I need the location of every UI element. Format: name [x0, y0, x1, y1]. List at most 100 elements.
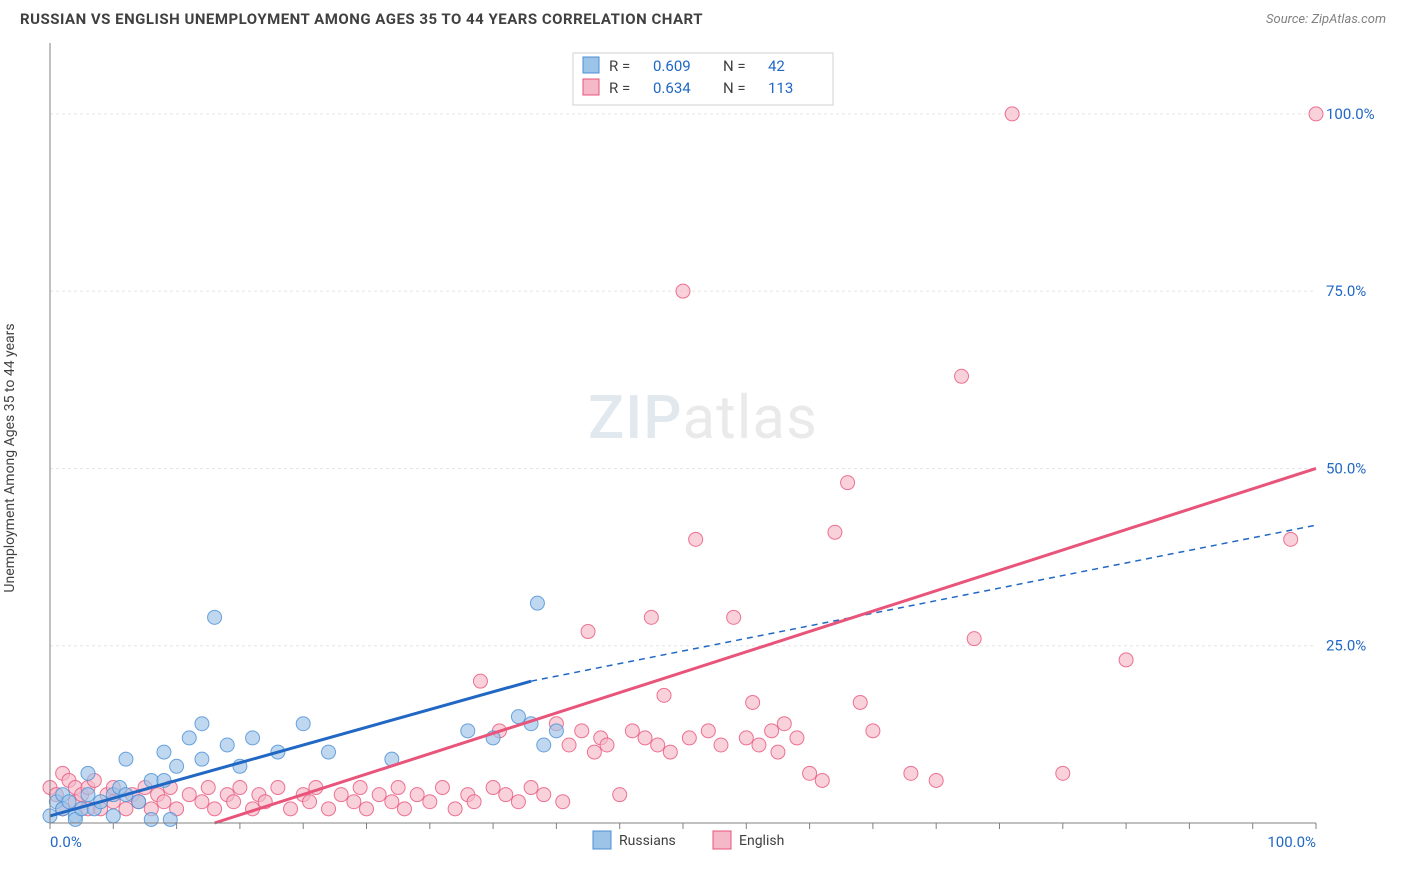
data-point	[467, 795, 481, 809]
data-point	[904, 766, 918, 780]
data-point	[853, 695, 867, 709]
y-tick-label: 100.0%	[1326, 105, 1375, 123]
data-point	[385, 795, 399, 809]
data-point	[119, 802, 133, 816]
data-point	[765, 724, 779, 738]
data-point	[322, 745, 336, 759]
data-point	[271, 781, 285, 795]
data-point	[511, 795, 525, 809]
data-point	[360, 802, 374, 816]
data-point	[208, 610, 222, 624]
data-point	[486, 781, 500, 795]
data-point	[689, 532, 703, 546]
data-point	[448, 802, 462, 816]
data-point	[220, 738, 234, 752]
data-point	[524, 781, 538, 795]
data-point	[195, 717, 209, 731]
data-point	[410, 788, 424, 802]
data-point	[929, 773, 943, 787]
data-point	[1005, 107, 1019, 121]
bottom-legend-label: Russians	[619, 833, 676, 849]
legend-n-label: N =	[723, 79, 746, 97]
data-point	[575, 724, 589, 738]
legend-r-label: R =	[609, 79, 630, 97]
data-point	[347, 795, 361, 809]
data-point	[157, 745, 171, 759]
data-point	[334, 788, 348, 802]
data-point	[625, 724, 639, 738]
legend-r-value: 0.634	[653, 79, 691, 97]
data-point	[771, 745, 785, 759]
data-point	[841, 476, 855, 490]
data-point	[701, 724, 715, 738]
data-point	[537, 788, 551, 802]
data-point	[391, 781, 405, 795]
data-point	[777, 717, 791, 731]
data-point	[201, 781, 215, 795]
data-point	[803, 766, 817, 780]
data-point	[549, 724, 563, 738]
data-point	[182, 788, 196, 802]
data-point	[815, 773, 829, 787]
data-point	[752, 738, 766, 752]
data-point	[322, 802, 336, 816]
data-point	[132, 795, 146, 809]
y-tick-label: 75.0%	[1326, 282, 1366, 300]
correlation-chart: 25.0%50.0%75.0%100.0%ZIPatlas0.0%100.0%R…	[0, 33, 1406, 883]
data-point	[182, 731, 196, 745]
legend-n-value: 42	[768, 57, 785, 75]
data-point	[81, 766, 95, 780]
data-point	[1309, 107, 1323, 121]
y-tick-label: 50.0%	[1326, 459, 1366, 477]
source-name: ZipAtlas.com	[1311, 12, 1386, 27]
y-axis-label: Unemployment Among Ages 35 to 44 years	[2, 323, 18, 592]
legend-swatch	[583, 79, 599, 95]
bottom-legend-swatch	[593, 831, 611, 849]
data-point	[208, 802, 222, 816]
data-point	[663, 745, 677, 759]
x-tick-label: 0.0%	[50, 833, 82, 851]
data-point	[461, 724, 475, 738]
data-point	[714, 738, 728, 752]
data-point	[163, 812, 177, 826]
data-point	[727, 610, 741, 624]
data-point	[119, 752, 133, 766]
chart-title: RUSSIAN VS ENGLISH UNEMPLOYMENT AMONG AG…	[20, 10, 703, 28]
legend-r-label: R =	[609, 57, 630, 75]
bottom-legend-swatch	[713, 831, 731, 849]
data-point	[537, 738, 551, 752]
chart-container: Unemployment Among Ages 35 to 44 years 2…	[0, 33, 1406, 883]
legend-swatch	[583, 57, 599, 73]
data-point	[284, 802, 298, 816]
chart-header: RUSSIAN VS ENGLISH UNEMPLOYMENT AMONG AG…	[0, 0, 1406, 33]
data-point	[790, 731, 804, 745]
data-point	[372, 788, 386, 802]
data-point	[676, 284, 690, 298]
data-point	[353, 781, 367, 795]
data-point	[296, 717, 310, 731]
data-point	[746, 695, 760, 709]
source-attribution: Source: ZipAtlas.com	[1266, 12, 1386, 27]
data-point	[435, 781, 449, 795]
data-point	[644, 610, 658, 624]
data-point	[638, 731, 652, 745]
data-point	[682, 731, 696, 745]
data-point	[170, 759, 184, 773]
data-point	[587, 745, 601, 759]
data-point	[157, 795, 171, 809]
legend-n-label: N =	[723, 57, 746, 75]
data-point	[423, 795, 437, 809]
data-point	[195, 752, 209, 766]
data-point	[657, 688, 671, 702]
data-point	[511, 710, 525, 724]
x-tick-label: 100.0%	[1267, 833, 1316, 851]
data-point	[397, 802, 411, 816]
data-point	[144, 812, 158, 826]
data-point	[866, 724, 880, 738]
watermark: ZIPatlas	[588, 382, 818, 453]
data-point	[303, 795, 317, 809]
data-point	[562, 738, 576, 752]
data-point	[581, 625, 595, 639]
data-point	[81, 788, 95, 802]
legend-r-value: 0.609	[653, 57, 691, 75]
